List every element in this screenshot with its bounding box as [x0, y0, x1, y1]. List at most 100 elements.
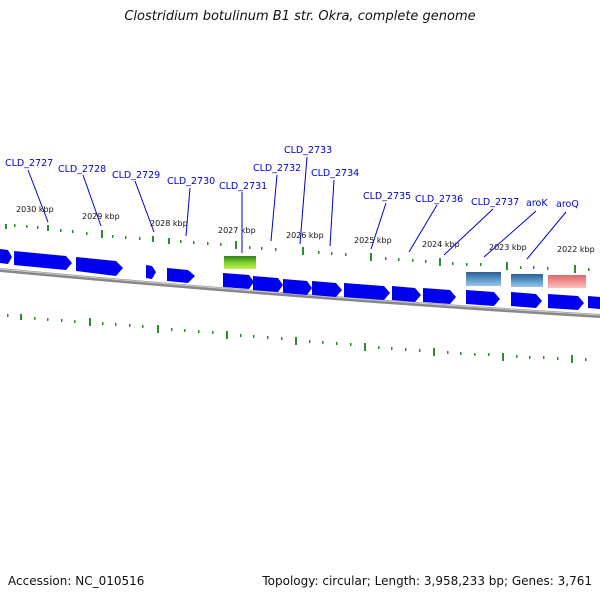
gene-label-arok[interactable]: aroK [526, 198, 548, 209]
cds-arrow[interactable] [0, 249, 12, 264]
gene-label-cld-2737[interactable]: CLD_2737 [471, 197, 519, 208]
gene-label-aroq[interactable]: aroQ [556, 199, 579, 210]
leader-line [185, 187, 191, 237]
tick [61, 319, 63, 322]
tick [240, 334, 242, 337]
tick [405, 348, 407, 351]
cds-arrow[interactable] [146, 265, 156, 279]
tick [184, 329, 186, 332]
tick [142, 325, 144, 328]
inner-tick-row [7, 314, 587, 363]
tick [480, 263, 482, 266]
cds-arrow[interactable] [344, 283, 390, 300]
feature-arok[interactable] [511, 274, 543, 287]
gene-label-cld-2731[interactable]: CLD_2731 [219, 181, 267, 192]
tick [502, 353, 504, 361]
scale-label: 2028 kbp [150, 219, 188, 228]
tick [336, 342, 338, 345]
feature-cld-2737[interactable] [466, 272, 501, 286]
tick [34, 317, 36, 320]
gene-label-cld-2729[interactable]: CLD_2729 [112, 170, 160, 181]
tick [345, 253, 347, 256]
genome-backbone [0, 268, 600, 318]
leader-line [526, 211, 567, 260]
cds-arrow[interactable] [223, 273, 254, 289]
tick [101, 230, 103, 238]
cds-arrow[interactable] [312, 281, 342, 297]
tick [574, 265, 576, 273]
cds-arrow[interactable] [466, 290, 500, 306]
tick [171, 328, 173, 331]
cds-arrow[interactable] [14, 251, 72, 270]
cds-arrow[interactable] [423, 288, 456, 304]
leader-line [443, 208, 494, 256]
tick [102, 322, 104, 325]
tick [506, 262, 508, 270]
tick [398, 258, 400, 261]
tick [14, 224, 16, 227]
cds-arrow[interactable] [548, 294, 584, 310]
tick [26, 225, 28, 228]
gene-label-cld-2734[interactable]: CLD_2734 [311, 168, 359, 179]
gene-label-cld-2730[interactable]: CLD_2730 [167, 176, 215, 187]
tick [547, 267, 549, 270]
gene-labels: CLD_2727 CLD_2728 CLD_2729 CLD_2730 CLD_… [5, 145, 579, 210]
tick [220, 243, 222, 246]
leader-line [27, 169, 49, 223]
cds-arrow[interactable] [76, 257, 123, 276]
tick [419, 349, 421, 352]
tick [253, 335, 255, 338]
tick [112, 235, 114, 238]
tick [193, 241, 195, 244]
cds-arrow[interactable] [392, 286, 421, 302]
outer-tick-row [5, 224, 590, 273]
gene-label-cld-2736[interactable]: CLD_2736 [415, 194, 463, 205]
tick [261, 247, 263, 250]
scale-label: 2025 kbp [354, 236, 392, 245]
tick [115, 323, 117, 326]
gene-label-cld-2728[interactable]: CLD_2728 [58, 164, 106, 175]
tick [543, 356, 545, 359]
gene-label-cld-2733[interactable]: CLD_2733 [284, 145, 332, 156]
gene-label-cld-2732[interactable]: CLD_2732 [253, 163, 301, 174]
tick [72, 230, 74, 233]
gene-leader-lines [27, 156, 567, 260]
cds-arrow[interactable] [283, 279, 312, 295]
tick [275, 248, 277, 251]
cds-arrow[interactable] [253, 276, 283, 292]
scale-labels: 2030 kbp 2029 kbp 2028 kbp 2027 kbp 2026… [16, 205, 595, 254]
tick [322, 341, 324, 344]
tick [20, 314, 22, 320]
tick [385, 257, 387, 260]
tick [157, 325, 159, 333]
scale-label: 2024 kbp [422, 240, 460, 249]
leader-line [270, 174, 278, 242]
scale-label: 2030 kbp [16, 205, 54, 214]
tick [378, 346, 380, 349]
cds-arrow[interactable] [511, 292, 542, 308]
gene-label-cld-2727[interactable]: CLD_2727 [5, 158, 53, 169]
cds-arrow[interactable] [167, 268, 195, 283]
tick [37, 226, 39, 229]
tick [129, 324, 131, 327]
tick [7, 314, 9, 317]
tick [47, 318, 49, 321]
tick [168, 238, 170, 244]
gene-label-cld-2735[interactable]: CLD_2735 [363, 191, 411, 202]
tick [74, 320, 76, 323]
tick [235, 241, 237, 249]
cds-arrow[interactable] [588, 296, 600, 309]
accession-text: Accession: NC_010516 [8, 574, 145, 588]
tick [412, 259, 414, 262]
tick [447, 351, 449, 354]
feature-aroq[interactable] [548, 275, 586, 288]
feature-cld-2731[interactable] [224, 256, 256, 269]
tick [309, 340, 311, 343]
tick [212, 331, 214, 334]
tick [198, 330, 200, 333]
leader-line [134, 180, 155, 233]
scale-label: 2026 kbp [286, 231, 324, 240]
scale-label: 2027 kbp [218, 226, 256, 235]
tick [364, 343, 366, 351]
